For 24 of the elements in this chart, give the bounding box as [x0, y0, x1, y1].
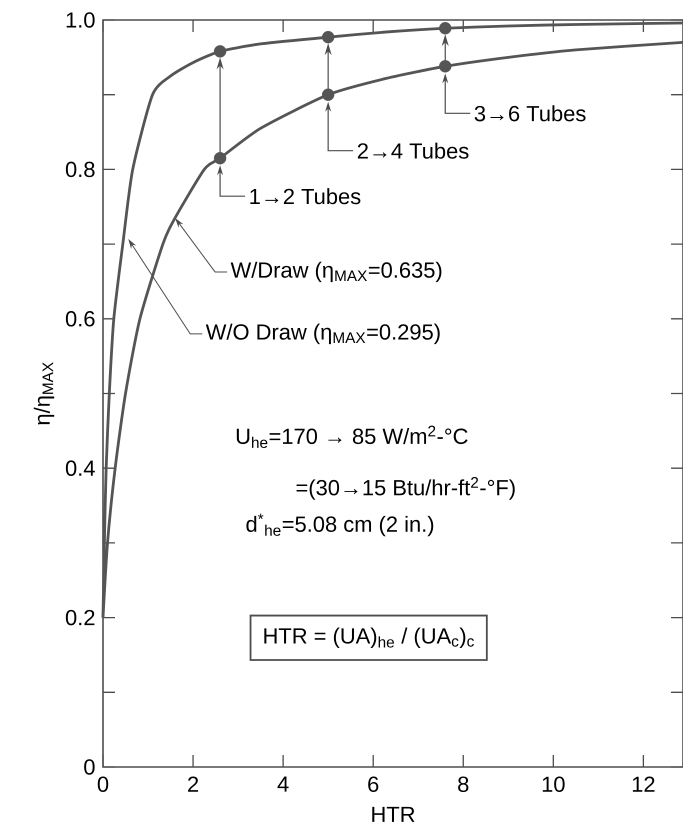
y-tick-label: 1.0	[66, 12, 95, 28]
annotation: d$^{*}$$_{he}$=5.08 cm (2 in.)	[246, 514, 434, 536]
y-tick-label: 0.4	[66, 460, 95, 476]
x-tick-label: 12	[632, 776, 654, 792]
annotation: HTR = (UA)$_{he}$ / (UA$_{c}$)$_{c}$	[264, 628, 474, 648]
y-tick-label: 0	[84, 759, 95, 775]
annotation: 2→4 Tubes	[358, 142, 468, 159]
y-tick-label: 0.8	[66, 162, 95, 178]
annotation: W/Draw (η$_{MAX}$=0.635)	[230, 262, 442, 282]
x-tick-label: 8	[458, 776, 468, 792]
annotation: 3→6 Tubes	[474, 105, 586, 122]
y-tick-label: 0.2	[66, 610, 94, 626]
x-tick-label: 4	[278, 776, 289, 792]
y-axis-title: η/η$_{MAX}$	[34, 362, 54, 424]
annotation: =(30→15 Btu/hr-ft$^{2}$-°F)	[296, 476, 515, 500]
x-tick-label: 10	[542, 776, 565, 792]
x-tick-label: 0	[98, 776, 108, 792]
y-tick-label: 0.6	[66, 311, 95, 327]
annotation: 1→2 Tubes	[250, 188, 360, 204]
x-axis-title: HTR	[372, 806, 415, 822]
annotation: W/O Draw (η$_{MAX}$=0.295)	[206, 324, 440, 344]
x-tick-label: 2	[188, 776, 198, 792]
annotation: U$_{he}$=170 → 85 W/m$^{2}$-°C	[236, 426, 468, 448]
x-tick-label: 6	[368, 776, 378, 792]
